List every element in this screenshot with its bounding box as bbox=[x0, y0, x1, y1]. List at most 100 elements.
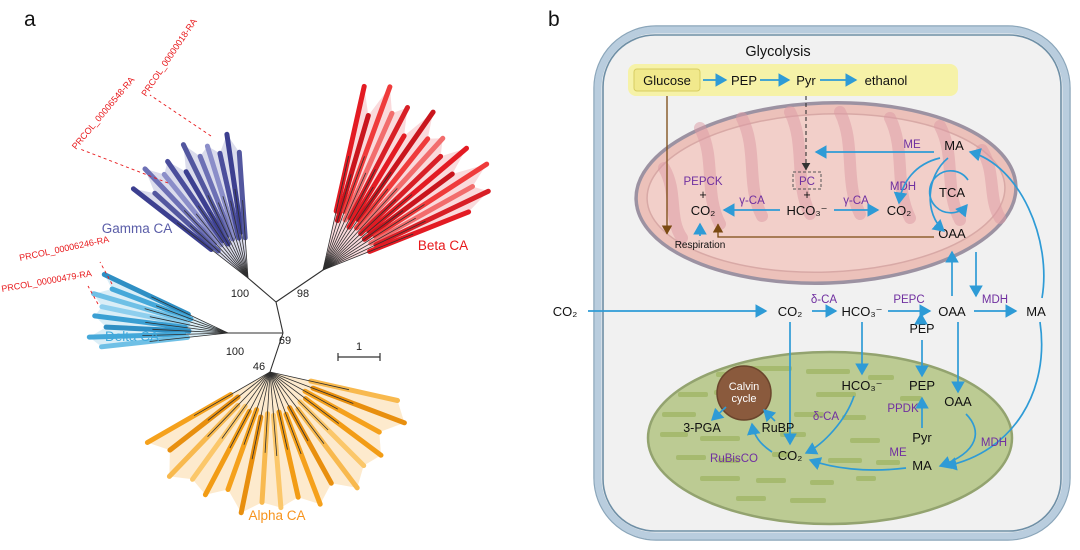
co2-mito-left-label: CO₂ bbox=[691, 203, 716, 218]
arrow-co2-rubisco-calvin bbox=[747, 422, 773, 453]
ma-mito-label: MA bbox=[944, 138, 964, 153]
pepc-label: PEPC bbox=[893, 294, 924, 306]
arrow-ma-co2-me-chloroplast bbox=[808, 457, 907, 471]
cell-membrane bbox=[602, 34, 1062, 532]
tip-connector bbox=[99, 261, 113, 285]
tree-branch-inner-beta bbox=[322, 204, 425, 271]
tree-skeleton bbox=[228, 269, 324, 373]
pc-dashed-box bbox=[792, 171, 822, 190]
arrow-ma-cytosol-to-mito bbox=[968, 148, 1045, 299]
pep-cytosol-label: PEP bbox=[909, 322, 934, 336]
crista bbox=[884, 112, 916, 224]
tip-connector bbox=[79, 148, 169, 184]
tree-branch bbox=[269, 332, 284, 373]
co2-chloroplast-label: CO₂ bbox=[778, 448, 803, 463]
glycolysis-title: Glycolysis bbox=[745, 44, 810, 60]
tree-branch-inner-alpha bbox=[251, 371, 271, 460]
tree-branch-inner-alpha bbox=[269, 371, 338, 410]
tree-branch-inner-gamma bbox=[209, 211, 249, 279]
tree-branch-inner-alpha bbox=[269, 371, 340, 424]
phylogenetic-tree bbox=[86, 83, 491, 516]
thylakoid bbox=[794, 412, 824, 417]
thylakoid bbox=[810, 480, 834, 485]
tree-branch-inner-gamma bbox=[183, 210, 249, 279]
tree-branch-inner-gamma bbox=[176, 222, 249, 279]
me-chloroplast-label: ME bbox=[889, 447, 907, 459]
tree-branch-inner-delta bbox=[155, 305, 229, 334]
thylakoid bbox=[736, 496, 766, 501]
mitochondrion-inner-membrane bbox=[646, 113, 1006, 273]
tree-branch-inner-beta bbox=[322, 188, 389, 271]
tree-branch-inner-beta bbox=[322, 169, 376, 271]
thylakoid bbox=[868, 375, 894, 380]
tree-branch-inner-alpha bbox=[229, 371, 271, 449]
co2-outside-label: CO₂ bbox=[553, 304, 578, 319]
thylakoid bbox=[660, 432, 688, 437]
plus-sign-2: + bbox=[803, 188, 810, 202]
ma-chloroplast-label: MA bbox=[912, 458, 932, 473]
thylakoid bbox=[900, 396, 922, 401]
pepck-label: PEPCK bbox=[684, 176, 723, 188]
clade-label-beta: Beta CA bbox=[418, 238, 468, 253]
scale-bar: 1 bbox=[337, 341, 381, 361]
respiration-label: Respiration bbox=[675, 240, 726, 251]
support-beta: 98 bbox=[297, 288, 309, 300]
thylakoid bbox=[790, 498, 826, 503]
glucose-label: Glucose bbox=[643, 73, 691, 88]
delta-ca-chloroplast-label: δ-CA bbox=[813, 411, 840, 423]
support-delta: 100 bbox=[226, 346, 244, 358]
ethanol-label: ethanol bbox=[865, 73, 908, 88]
tree-branch-inner-beta bbox=[322, 156, 365, 271]
tree-branch-inner-beta bbox=[322, 171, 392, 271]
tree-branch-inner-gamma bbox=[197, 205, 249, 279]
pyr-chloroplast-label: Pyr bbox=[912, 430, 932, 445]
tip-label-2: PRCOL_00006548-RA bbox=[70, 75, 137, 152]
tip-label-1: PRCOL_00000018-RA bbox=[139, 17, 198, 99]
tree-branch-inner-alpha bbox=[207, 371, 271, 437]
tree-branch-inner-alpha bbox=[269, 371, 350, 391]
tree-branch-inner-gamma bbox=[189, 225, 249, 279]
tree-branch-inner-alpha bbox=[193, 371, 271, 417]
gamma-ca-left-label: γ-CA bbox=[739, 195, 765, 207]
clade-label-delta: Delta CA bbox=[105, 329, 159, 344]
rubp-label: RuBP bbox=[762, 421, 795, 435]
tip-label-4: PRCOL_00000479-RA bbox=[1, 268, 93, 294]
panel-b: b Glycolysis Glucose PEP Pyr ethanol bbox=[548, 8, 1071, 541]
tree-branch-inner-beta bbox=[322, 188, 398, 271]
pyr-glycolysis-label: Pyr bbox=[796, 73, 816, 88]
tree-branch-inner-beta bbox=[322, 156, 349, 271]
co2-mito-right-label: CO₂ bbox=[887, 203, 912, 218]
thylakoid bbox=[756, 478, 786, 483]
arrow-rubp-calvin bbox=[763, 409, 777, 423]
tree-branch-inner-alpha bbox=[264, 371, 271, 453]
tree-branch-inner-beta bbox=[322, 233, 414, 271]
co2-cytosol-label: CO₂ bbox=[778, 304, 803, 319]
support-gamma: 100 bbox=[231, 288, 249, 300]
thylakoid bbox=[678, 392, 708, 397]
arrow-ma-into-chloroplast bbox=[944, 321, 1043, 471]
ma-cytosol-label: MA bbox=[1026, 304, 1046, 319]
arrow-calvin-pga bbox=[711, 406, 727, 421]
hco3-chloroplast-label: HCO₃⁻ bbox=[841, 378, 882, 393]
thylakoid bbox=[700, 476, 740, 481]
tree-branch-inner-beta bbox=[322, 220, 426, 271]
thylakoid bbox=[806, 369, 850, 374]
thylakoid bbox=[700, 436, 740, 441]
oaa-mito-label: OAA bbox=[938, 226, 966, 241]
arrow-hco3-co2-chloroplast bbox=[804, 395, 855, 455]
crista bbox=[736, 112, 768, 222]
tree-branch-inner-beta bbox=[322, 194, 413, 271]
crista bbox=[694, 122, 726, 230]
thylakoid bbox=[772, 452, 790, 457]
tree-branch-inner-beta bbox=[322, 199, 397, 271]
crista bbox=[834, 106, 866, 220]
tree-branch-inner-alpha bbox=[243, 371, 271, 445]
tip-label-3: PRCOL_00006246-RA bbox=[18, 234, 110, 263]
arrow-tca-cycle bbox=[928, 170, 969, 218]
thylakoid bbox=[662, 412, 696, 417]
arrow-oaa-ma-mdh-chloroplast bbox=[938, 413, 977, 469]
calvin-cycle-circle bbox=[716, 365, 772, 421]
scale-bar-label: 1 bbox=[356, 341, 362, 353]
tree-branch-inner-delta bbox=[149, 332, 229, 342]
